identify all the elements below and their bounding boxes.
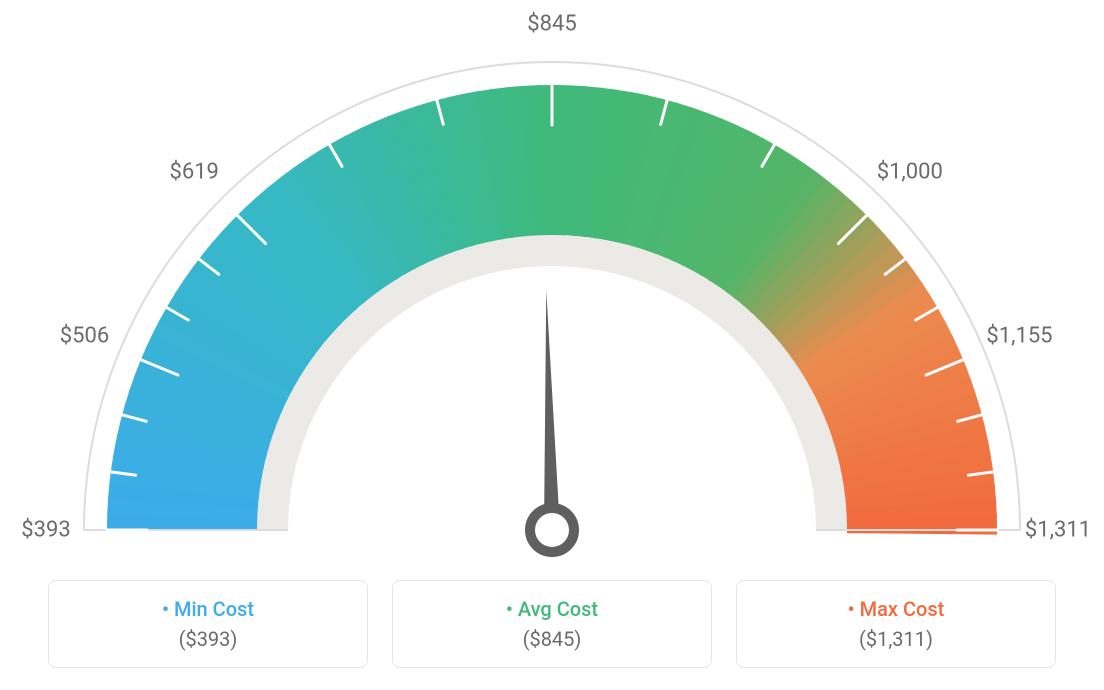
gauge-tick-label: $845: [527, 12, 576, 37]
legend-min-value: ($393): [49, 627, 367, 651]
gauge-tick-label: $506: [60, 324, 109, 349]
gauge-svg: [0, 0, 1104, 560]
legend-max-value: ($1,311): [737, 627, 1055, 651]
gauge-tick-label: $1,155: [986, 324, 1052, 349]
legend-max-label: Max Cost: [737, 597, 1055, 621]
legend-avg-value: ($845): [393, 627, 711, 651]
gauge-tick-label: $619: [169, 160, 218, 185]
legend-avg-label: Avg Cost: [393, 597, 711, 621]
gauge-tick-label: $1,000: [877, 160, 943, 185]
legend-card-avg: Avg Cost ($845): [392, 580, 712, 668]
legend-card-min: Min Cost ($393): [48, 580, 368, 668]
legend-card-max: Max Cost ($1,311): [736, 580, 1056, 668]
legend-row: Min Cost ($393) Avg Cost ($845) Max Cost…: [0, 580, 1104, 668]
legend-min-label: Min Cost: [49, 597, 367, 621]
gauge-chart: $393 $506 $619 $845 $1,000 $1,155 $1,311: [0, 0, 1104, 560]
gauge-tick-label: $393: [21, 518, 70, 543]
gauge-tick-label: $1,311: [1025, 518, 1091, 543]
